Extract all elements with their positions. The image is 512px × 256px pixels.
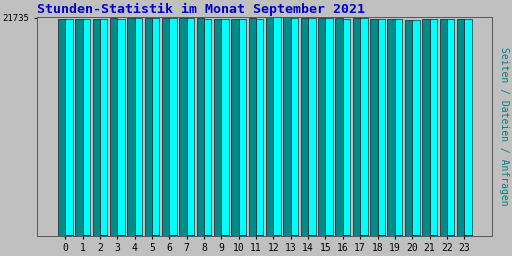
Bar (204, 235, 211, 236)
Bar (388, 19, 395, 236)
Bar (82, 19, 90, 236)
Bar (239, 235, 246, 236)
Bar (439, 19, 447, 236)
Bar (405, 19, 412, 236)
Bar (343, 235, 350, 236)
Bar (377, 235, 385, 236)
Bar (326, 235, 333, 236)
Text: Stunden-Statistik im Monat September 2021: Stunden-Statistik im Monat September 202… (37, 3, 365, 16)
Bar (343, 19, 350, 236)
Bar (93, 19, 100, 236)
Bar (360, 235, 368, 236)
Bar (66, 19, 73, 236)
Bar (187, 235, 194, 236)
Bar (127, 18, 135, 236)
Bar (117, 19, 125, 236)
Bar (249, 18, 256, 236)
Bar (447, 235, 454, 236)
Bar (318, 18, 326, 236)
Bar (464, 235, 472, 236)
Bar (169, 235, 177, 236)
Bar (162, 18, 169, 236)
Bar (326, 18, 333, 236)
Bar (169, 18, 177, 236)
Bar (152, 235, 159, 236)
Bar (273, 17, 281, 236)
Bar (197, 18, 204, 236)
Bar (273, 235, 281, 236)
Bar (395, 235, 402, 236)
Bar (301, 18, 308, 236)
Bar (291, 235, 298, 236)
Bar (145, 18, 152, 236)
Bar (214, 19, 221, 236)
Bar (370, 18, 377, 236)
Bar (66, 235, 73, 236)
Bar (221, 19, 229, 236)
Bar (256, 19, 264, 236)
Bar (75, 19, 82, 236)
Bar (204, 19, 211, 236)
Bar (100, 19, 108, 236)
Bar (135, 18, 142, 236)
Bar (187, 18, 194, 236)
Bar (266, 17, 273, 236)
Bar (284, 17, 291, 236)
Bar (430, 235, 437, 236)
Bar (464, 19, 472, 236)
Bar (221, 235, 229, 236)
Bar (395, 19, 402, 236)
Bar (422, 19, 430, 236)
Bar (256, 235, 264, 236)
Bar (335, 18, 343, 236)
Bar (110, 18, 117, 236)
Bar (412, 20, 419, 236)
Bar (135, 235, 142, 236)
Bar (179, 18, 187, 236)
Bar (231, 19, 239, 236)
Bar (82, 235, 90, 236)
Bar (291, 18, 298, 236)
Bar (360, 18, 368, 236)
Bar (457, 19, 464, 236)
Bar (412, 235, 419, 236)
Bar (152, 18, 159, 236)
Bar (58, 19, 66, 236)
Bar (308, 235, 315, 236)
Bar (100, 235, 108, 236)
Bar (447, 19, 454, 236)
Bar (239, 19, 246, 236)
Bar (430, 19, 437, 236)
Bar (353, 18, 360, 236)
Bar (377, 19, 385, 236)
Y-axis label: Seiten / Dateien / Anfragen: Seiten / Dateien / Anfragen (499, 47, 509, 206)
Bar (117, 235, 125, 236)
Bar (308, 18, 315, 236)
